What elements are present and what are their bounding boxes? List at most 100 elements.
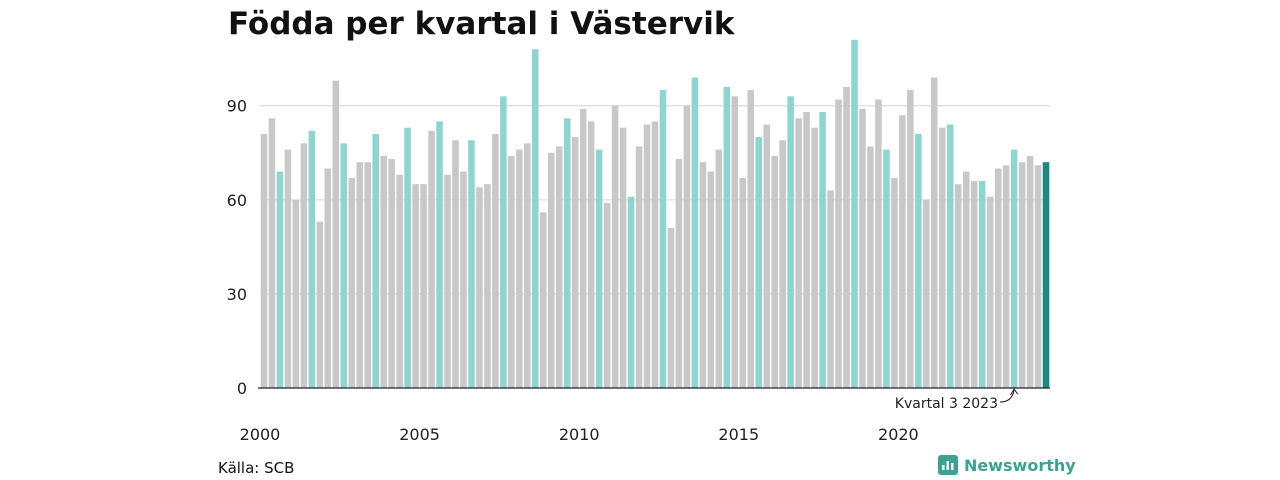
bar (563, 118, 571, 389)
bar (316, 221, 324, 388)
bar (683, 105, 691, 388)
y-tick-label: 60 (227, 191, 247, 210)
bar (484, 184, 491, 388)
bar (803, 112, 810, 388)
bar (412, 184, 419, 388)
bar (260, 133, 268, 388)
bar (627, 196, 635, 388)
y-tick-label: 0 (237, 379, 247, 398)
bar (516, 149, 523, 388)
bar (348, 177, 356, 388)
bar (532, 49, 539, 389)
axes: 0 30 60 90 2000 2005 2010 2015 2020 (227, 97, 1050, 444)
bar (587, 121, 595, 388)
bar (970, 181, 978, 388)
bar (436, 121, 443, 388)
bar (715, 149, 723, 388)
bar (779, 140, 786, 388)
bar (994, 168, 1002, 388)
bar (907, 90, 914, 389)
bar (452, 140, 459, 388)
bar (667, 228, 675, 388)
bar (723, 86, 731, 388)
bar (292, 199, 300, 388)
bar (332, 80, 340, 388)
x-tick-label: 2005 (399, 425, 440, 444)
bar (555, 146, 563, 388)
bar (835, 99, 842, 388)
bar (731, 96, 739, 388)
bar-chart: 0 30 60 90 2000 2005 2010 2015 2020 Kvartal 3 20… (227, 39, 1050, 444)
bar (635, 146, 643, 388)
bar (460, 171, 467, 388)
bar (1034, 165, 1042, 388)
bar (540, 212, 547, 388)
bar (1010, 149, 1018, 388)
bar (324, 168, 332, 388)
annotation: Kvartal 3 2023 (895, 388, 1018, 412)
bar (915, 133, 922, 388)
bar (931, 77, 938, 388)
bar (372, 133, 379, 388)
bar (883, 149, 890, 388)
bar (811, 127, 818, 389)
bar (579, 108, 587, 389)
bar (595, 149, 603, 388)
bar (763, 124, 770, 389)
bar (1002, 165, 1010, 388)
bars (260, 39, 1050, 389)
bar (675, 159, 683, 388)
x-tick-label: 2010 (559, 425, 600, 444)
bar (420, 184, 427, 388)
bar (388, 159, 395, 388)
bar (699, 162, 707, 388)
bar (524, 143, 531, 388)
bar (268, 118, 276, 389)
bar (356, 162, 364, 388)
chart-title: Födda per kvartal i Västervik (228, 6, 735, 42)
bar (300, 143, 308, 388)
bar (978, 181, 986, 388)
bar (428, 130, 435, 388)
bar (659, 90, 667, 389)
annotation-arrow (999, 389, 1015, 403)
bar (651, 121, 659, 388)
bar (404, 127, 411, 389)
bar (819, 112, 826, 388)
bar (875, 99, 882, 388)
bar (444, 174, 451, 388)
bar (962, 171, 970, 388)
bar (946, 124, 954, 389)
annotation-label: Kvartal 3 2023 (895, 396, 998, 412)
bar (500, 96, 507, 388)
newsworthy-logo-icon (938, 455, 958, 475)
bar (859, 108, 866, 389)
bar (276, 171, 284, 388)
annotation-arrowhead (1010, 388, 1018, 396)
bar (619, 127, 627, 389)
bar (364, 162, 371, 388)
bar (571, 137, 579, 388)
bar (747, 90, 755, 389)
bar (603, 202, 611, 388)
bar (1018, 162, 1026, 388)
bar (771, 155, 778, 388)
bar (827, 190, 834, 388)
bar (284, 149, 292, 388)
bar (954, 184, 962, 388)
brand-name: Newsworthy (964, 455, 1076, 475)
bar (396, 174, 403, 388)
bar (986, 196, 994, 388)
x-tick-label: 2000 (240, 425, 281, 444)
bar (308, 130, 316, 388)
bar (1026, 155, 1034, 388)
bar (843, 86, 850, 388)
brand-logo: Newsworthy (938, 455, 1076, 475)
bar (643, 124, 651, 389)
bar (851, 39, 858, 389)
bar (468, 140, 475, 388)
bar (891, 177, 898, 388)
bar (939, 127, 946, 389)
bar (547, 152, 555, 388)
bar (611, 105, 619, 388)
